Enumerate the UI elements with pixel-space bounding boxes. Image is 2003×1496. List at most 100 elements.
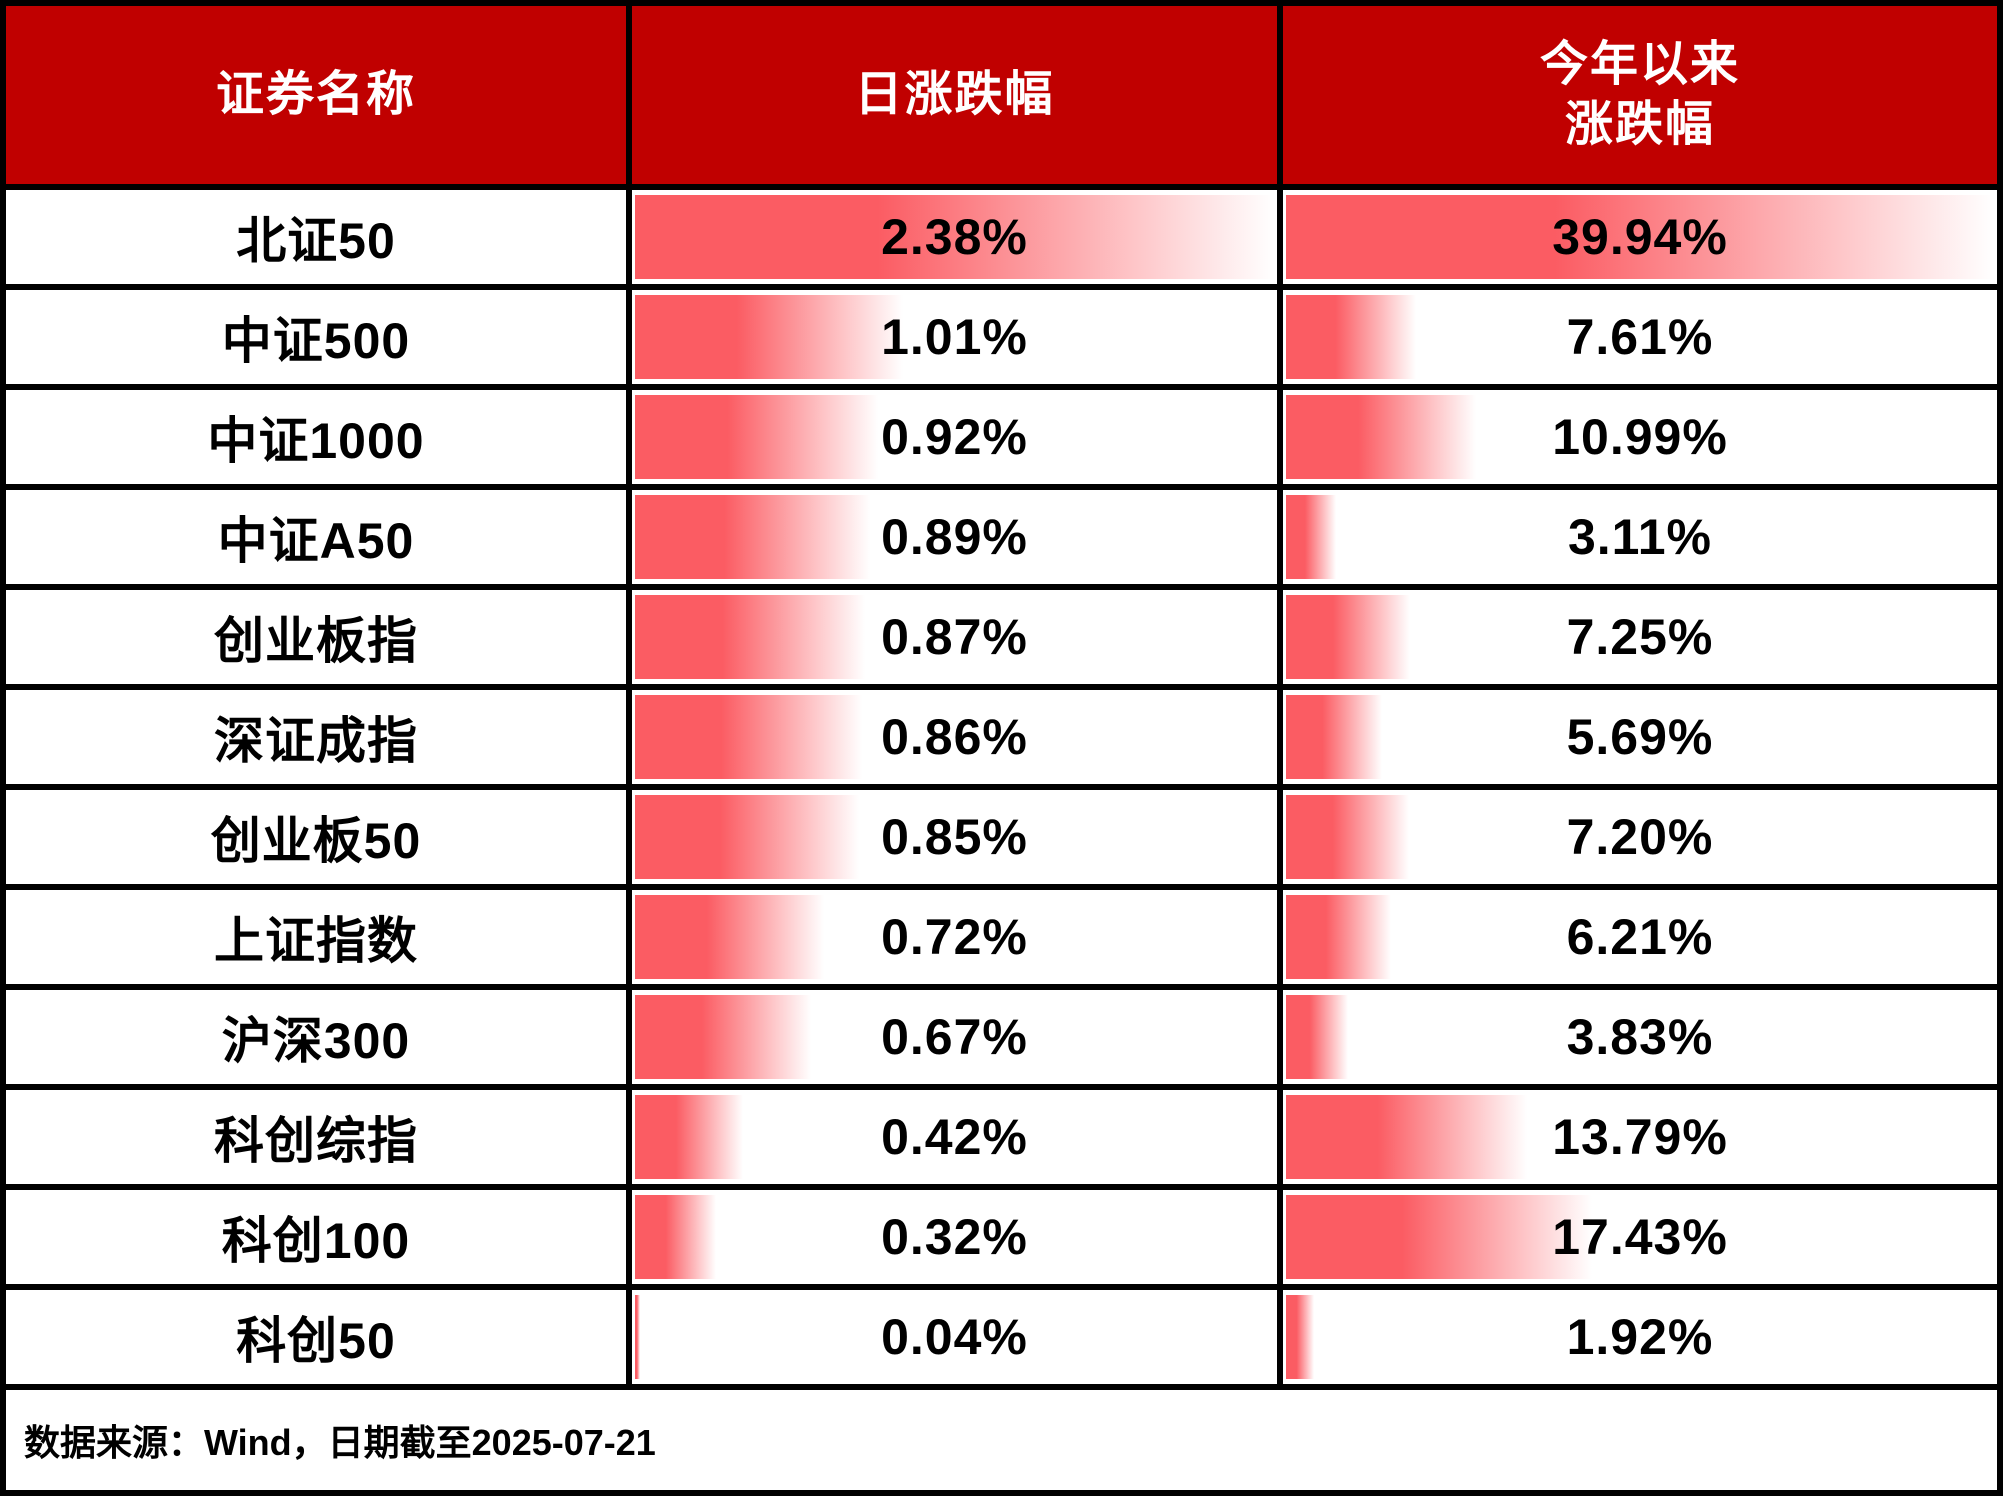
ytd-change-bar xyxy=(1286,795,1409,879)
index-name-label: 上证指数 xyxy=(214,913,418,969)
daily-change-cell: 0.04% xyxy=(632,1290,1277,1384)
index-name-label: 中证1000 xyxy=(207,413,425,469)
header-security-name-label: 证券名称 xyxy=(215,68,416,121)
index-name-label: 北证50 xyxy=(236,213,396,269)
daily-change-value: 1.01% xyxy=(881,309,1028,365)
index-name-cell: 上证指数 xyxy=(6,890,626,984)
daily-change-value: 0.67% xyxy=(881,1009,1028,1065)
data-source-note-label: 数据来源：Wind，日期截至2025-07-21 xyxy=(24,1422,656,1463)
ytd-change-cell: 3.83% xyxy=(1283,990,1997,1084)
index-name-cell: 科创50 xyxy=(6,1290,626,1384)
data-source-note: 数据来源：Wind，日期截至2025-07-21 xyxy=(6,1390,1997,1490)
index-name-cell: 创业板50 xyxy=(6,790,626,884)
daily-change-bar xyxy=(635,395,879,479)
ytd-change-value: 3.83% xyxy=(1566,1009,1714,1065)
ytd-change-value: 7.25% xyxy=(1566,609,1714,665)
index-name-label: 沪深300 xyxy=(221,1013,411,1069)
index-name-cell: 沪深300 xyxy=(6,990,626,1084)
daily-change-cell: 0.42% xyxy=(632,1090,1277,1184)
ytd-change-bar xyxy=(1286,995,1349,1079)
daily-change-cell: 1.01% xyxy=(632,290,1277,384)
index-name-cell: 中证500 xyxy=(6,290,626,384)
index-name-label: 科创50 xyxy=(236,1313,396,1369)
index-name-cell: 中证A50 xyxy=(6,490,626,584)
ytd-change-cell: 7.61% xyxy=(1283,290,1997,384)
daily-change-cell: 0.32% xyxy=(632,1190,1277,1284)
ytd-change-value: 6.21% xyxy=(1566,909,1714,965)
header-ytd-change: 今年以来 涨跌幅 xyxy=(1283,6,1997,184)
index-name-cell: 创业板指 xyxy=(6,590,626,684)
index-name-cell: 深证成指 xyxy=(6,690,626,784)
ytd-change-bar xyxy=(1286,395,1477,479)
header-daily-change: 日涨跌幅 xyxy=(632,6,1277,184)
daily-change-bar xyxy=(635,295,903,379)
daily-change-cell: 0.85% xyxy=(632,790,1277,884)
ytd-change-value: 1.92% xyxy=(1566,1309,1714,1365)
ytd-change-value: 39.94% xyxy=(1552,209,1728,265)
ytd-change-value: 10.99% xyxy=(1552,409,1728,465)
daily-change-value: 0.87% xyxy=(881,609,1028,665)
daily-change-bar xyxy=(635,995,811,1079)
daily-change-cell: 0.72% xyxy=(632,890,1277,984)
ytd-change-bar xyxy=(1286,195,1994,279)
ytd-change-bar xyxy=(1286,595,1410,679)
daily-change-bar xyxy=(635,495,871,579)
daily-change-cell: 0.92% xyxy=(632,390,1277,484)
daily-change-bar xyxy=(635,1195,716,1279)
ytd-change-value: 3.11% xyxy=(1567,509,1712,565)
daily-change-cell: 2.38% xyxy=(632,190,1277,284)
index-name-label: 创业板指 xyxy=(214,613,418,669)
daily-change-bar xyxy=(635,1095,743,1179)
ytd-change-bar xyxy=(1286,1295,1315,1379)
header-daily-change-label: 日涨跌幅 xyxy=(854,68,1055,121)
daily-change-value: 0.92% xyxy=(881,409,1028,465)
daily-change-bar xyxy=(635,195,1274,279)
daily-change-value: 0.42% xyxy=(881,1109,1028,1165)
index-name-cell: 科创100 xyxy=(6,1190,626,1284)
daily-change-value: 0.72% xyxy=(881,909,1028,965)
daily-change-bar xyxy=(635,795,860,879)
ytd-change-value: 5.69% xyxy=(1566,709,1714,765)
ytd-change-cell: 3.11% xyxy=(1283,490,1997,584)
header-ytd-change-line1: 今年以来 xyxy=(1539,38,1740,91)
index-name-label: 中证500 xyxy=(221,313,411,369)
index-name-label: 科创100 xyxy=(221,1213,411,1269)
ytd-change-value: 7.61% xyxy=(1566,309,1714,365)
daily-change-value: 0.32% xyxy=(881,1209,1028,1265)
daily-change-cell: 0.67% xyxy=(632,990,1277,1084)
daily-change-value: 0.04% xyxy=(881,1309,1028,1365)
ytd-change-bar xyxy=(1286,295,1417,379)
index-name-label: 创业板50 xyxy=(210,813,422,869)
index-name-cell: 科创综指 xyxy=(6,1090,626,1184)
ytd-change-value: 17.43% xyxy=(1552,1209,1728,1265)
ytd-change-bar xyxy=(1286,495,1336,579)
daily-change-cell: 0.87% xyxy=(632,590,1277,684)
daily-change-value: 2.38% xyxy=(881,209,1028,265)
ytd-change-value: 13.79% xyxy=(1552,1109,1728,1165)
index-name-label: 科创综指 xyxy=(214,1113,418,1169)
daily-change-bar xyxy=(635,595,865,679)
ytd-change-bar xyxy=(1286,1095,1527,1179)
index-name-label: 中证A50 xyxy=(217,513,415,569)
ytd-change-bar xyxy=(1286,895,1392,979)
daily-change-cell: 0.86% xyxy=(632,690,1277,784)
ytd-change-cell: 1.92% xyxy=(1283,1290,1997,1384)
ytd-change-cell: 10.99% xyxy=(1283,390,1997,484)
daily-change-value: 0.85% xyxy=(881,809,1028,865)
ytd-change-cell: 5.69% xyxy=(1283,690,1997,784)
index-name-cell: 北证50 xyxy=(6,190,626,284)
daily-change-cell: 0.89% xyxy=(632,490,1277,584)
index-name-label: 深证成指 xyxy=(214,713,418,769)
daily-change-bar xyxy=(635,895,825,979)
ytd-change-cell: 7.25% xyxy=(1283,590,1997,684)
header-ytd-change-line2: 涨跌幅 xyxy=(1564,98,1715,151)
ytd-change-bar xyxy=(1286,695,1382,779)
daily-change-value: 0.86% xyxy=(881,709,1028,765)
index-name-cell: 中证1000 xyxy=(6,390,626,484)
daily-change-bar xyxy=(635,1295,640,1379)
ytd-change-cell: 6.21% xyxy=(1283,890,1997,984)
ytd-change-cell: 39.94% xyxy=(1283,190,1997,284)
ytd-change-cell: 17.43% xyxy=(1283,1190,1997,1284)
